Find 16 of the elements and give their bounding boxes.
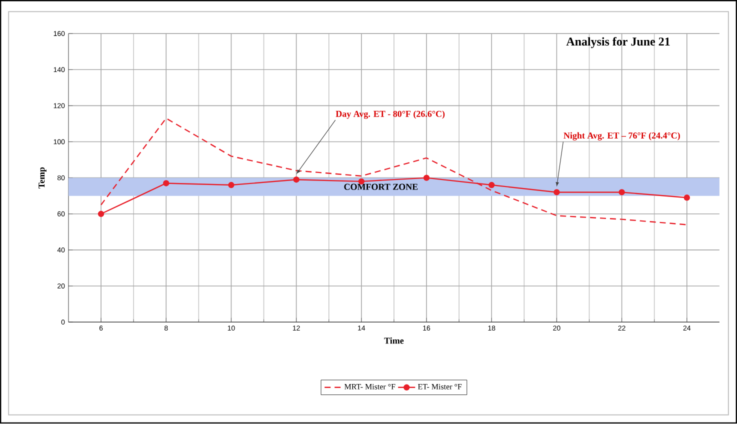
point xyxy=(488,182,495,188)
point xyxy=(423,174,430,182)
y-axis-title: Temp xyxy=(38,168,46,189)
point xyxy=(293,176,300,183)
point xyxy=(554,189,560,196)
point xyxy=(684,194,690,201)
annotation: Day Avg. ET - 80°F (26.6°C) xyxy=(336,110,445,120)
x-axis-title: Time xyxy=(384,338,404,344)
point xyxy=(228,182,234,188)
point xyxy=(618,189,625,196)
point xyxy=(163,180,170,187)
band-label: COMFORT ZONE xyxy=(344,184,418,190)
annotation: Night Avg. ET – 76°F (24.4°C) xyxy=(564,132,680,141)
line-series xyxy=(100,118,688,226)
point xyxy=(98,211,104,218)
chart-title: Analysis for June 21 xyxy=(566,37,670,48)
